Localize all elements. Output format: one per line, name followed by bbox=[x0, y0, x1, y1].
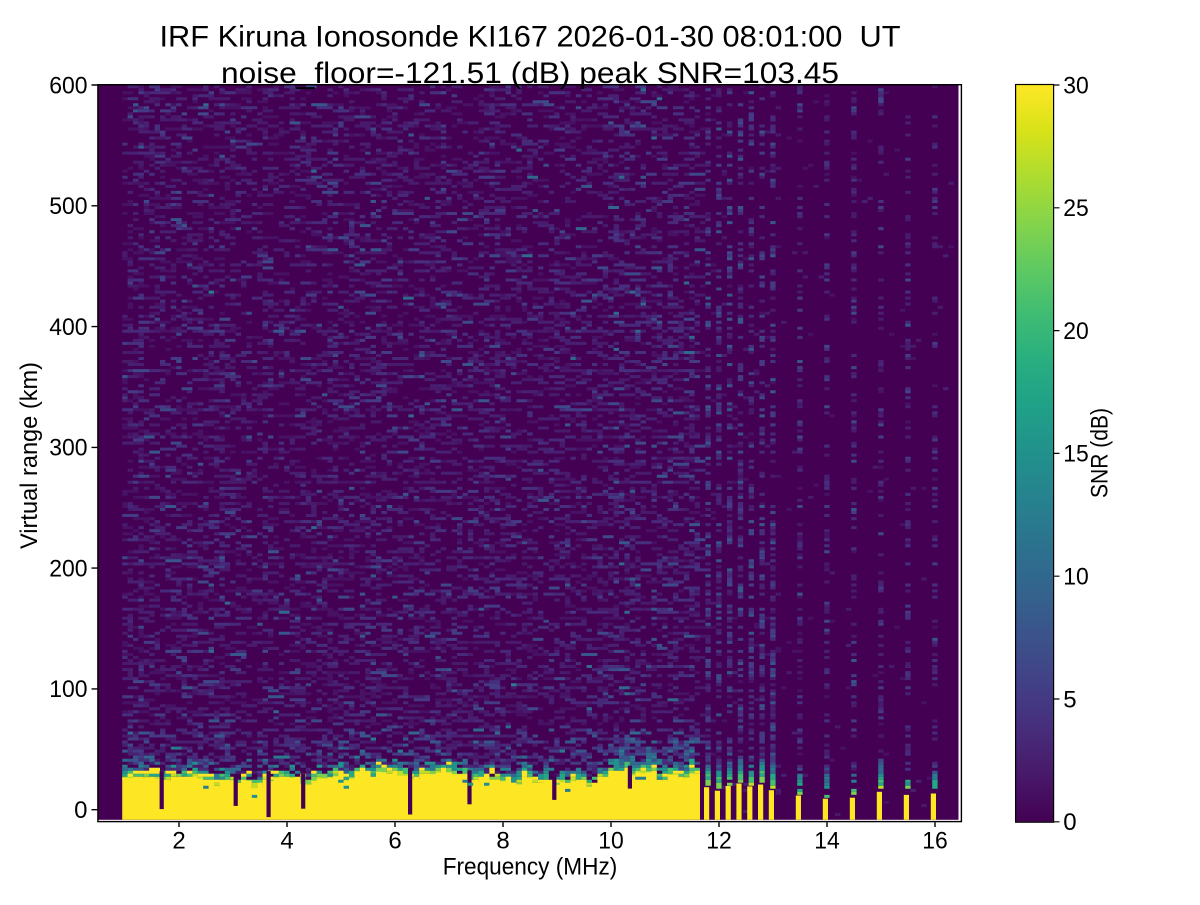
svg-text:300: 300 bbox=[49, 435, 87, 462]
svg-text:25: 25 bbox=[1063, 195, 1089, 222]
svg-text:100: 100 bbox=[49, 676, 87, 703]
svg-text:16: 16 bbox=[922, 828, 948, 855]
svg-text:14: 14 bbox=[814, 828, 840, 855]
svg-text:Frequency (MHz): Frequency (MHz) bbox=[443, 854, 618, 881]
svg-text:IRF Kiruna Ionosonde KI167 202: IRF Kiruna Ionosonde KI167 2026-01-30 08… bbox=[160, 21, 901, 54]
svg-text:20: 20 bbox=[1063, 318, 1089, 345]
svg-text:5: 5 bbox=[1063, 686, 1076, 713]
svg-text:8: 8 bbox=[496, 828, 509, 855]
svg-text:200: 200 bbox=[49, 555, 87, 582]
svg-text:4: 4 bbox=[280, 828, 293, 855]
svg-text:noise_floor=-121.51 (dB) peak: noise_floor=-121.51 (dB) peak SNR=103.45 bbox=[221, 57, 839, 90]
svg-text:Virtual range (km): Virtual range (km) bbox=[16, 362, 43, 549]
svg-text:10: 10 bbox=[598, 828, 624, 855]
svg-text:10: 10 bbox=[1063, 564, 1089, 591]
svg-text:6: 6 bbox=[388, 828, 401, 855]
svg-text:15: 15 bbox=[1063, 441, 1089, 468]
svg-text:12: 12 bbox=[706, 828, 732, 855]
svg-text:0: 0 bbox=[1063, 809, 1076, 836]
svg-text:500: 500 bbox=[49, 193, 87, 220]
svg-text:400: 400 bbox=[49, 314, 87, 341]
svg-text:2: 2 bbox=[172, 828, 185, 855]
svg-text:600: 600 bbox=[49, 72, 87, 99]
svg-text:0: 0 bbox=[74, 797, 87, 824]
svg-text:30: 30 bbox=[1063, 72, 1089, 99]
svg-text:SNR (dB): SNR (dB) bbox=[1087, 408, 1114, 498]
